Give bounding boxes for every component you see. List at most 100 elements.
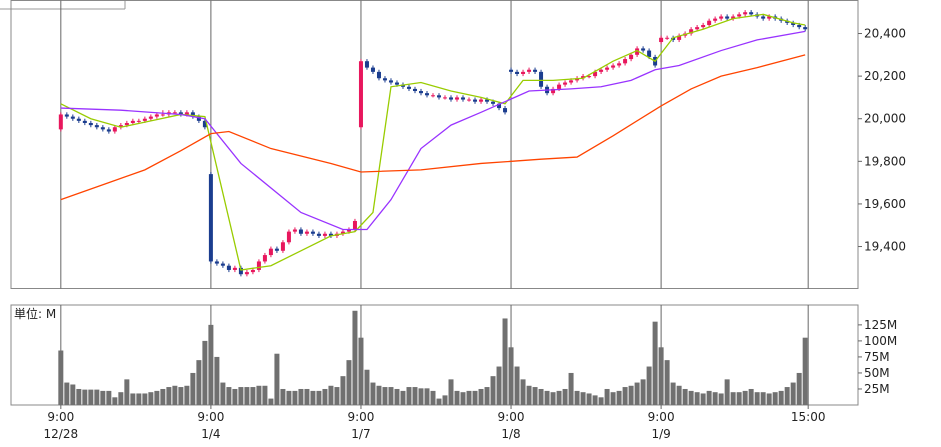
volume-bar xyxy=(610,392,616,405)
volume-bar xyxy=(58,350,64,405)
price-frame xyxy=(10,0,859,289)
candle-body xyxy=(196,116,201,121)
volume-bar xyxy=(400,390,406,405)
volume-bar xyxy=(226,387,232,405)
candle-body xyxy=(406,86,411,89)
candle-body xyxy=(791,22,796,25)
candle-body xyxy=(352,220,357,230)
volume-bar xyxy=(316,390,322,405)
volume-bar xyxy=(502,318,508,405)
volume-bar xyxy=(346,360,352,405)
unit-label: 単位: M xyxy=(14,306,56,321)
volume-bar xyxy=(370,382,376,405)
volume-bar xyxy=(580,392,586,405)
y-tick-label: 20,000 xyxy=(864,112,906,126)
candle-body xyxy=(82,120,87,123)
candle-body xyxy=(731,16,736,19)
candle-body xyxy=(106,129,111,132)
volume-bar xyxy=(472,390,478,405)
candle-body xyxy=(497,103,502,109)
volume-bar xyxy=(682,388,688,405)
candle-body xyxy=(382,78,387,81)
volume-bar xyxy=(754,392,760,405)
candle-body xyxy=(665,37,670,39)
volume-bar xyxy=(262,385,268,405)
volume-bar xyxy=(172,385,178,405)
volume-bar xyxy=(646,366,652,405)
candle-body xyxy=(443,97,448,99)
candle-body xyxy=(527,69,532,72)
candle-body xyxy=(437,95,442,98)
volume-bar xyxy=(286,390,292,405)
volume-bar xyxy=(568,372,574,405)
volume-bar xyxy=(352,310,358,405)
candle-body xyxy=(376,71,381,79)
volume-bar xyxy=(748,388,754,405)
candle-body xyxy=(467,99,472,101)
volume-bar xyxy=(778,390,784,405)
volume-bar xyxy=(652,321,658,405)
candle-body xyxy=(130,120,135,123)
volume-bar xyxy=(604,388,610,405)
candle-body xyxy=(370,67,375,72)
y-tick-label: 75M xyxy=(864,350,890,364)
volume-bar xyxy=(394,388,400,405)
volume-bar xyxy=(628,385,634,405)
candle-body xyxy=(677,35,682,40)
volume-bar xyxy=(310,390,316,405)
candle-body xyxy=(58,114,63,130)
candle-body xyxy=(412,88,417,92)
candle-body xyxy=(539,71,544,87)
candle-body xyxy=(449,97,454,100)
volume-bar xyxy=(334,387,340,405)
volume-bar xyxy=(550,392,556,405)
volume-bar xyxy=(256,385,262,405)
volume-bar xyxy=(280,388,286,405)
y-tick-label: 19,400 xyxy=(864,240,906,254)
candle-body xyxy=(292,229,297,232)
candle-body xyxy=(689,29,694,34)
candle-body xyxy=(629,54,634,60)
candle-body xyxy=(461,97,466,100)
candle-body xyxy=(268,248,273,256)
x-date-label: 12/28 xyxy=(44,427,79,441)
candle-body xyxy=(316,233,321,236)
candle-body xyxy=(569,80,574,83)
x-tick-label: 15:00 xyxy=(791,410,826,424)
volume-bar xyxy=(292,390,298,405)
candle-body xyxy=(160,114,165,116)
volume-bar xyxy=(118,392,124,405)
volume-bar xyxy=(106,390,112,405)
volume-bar xyxy=(190,372,196,405)
volume-bar xyxy=(622,387,628,405)
candle-body xyxy=(214,261,219,264)
candle-body xyxy=(232,267,237,270)
candle-body xyxy=(563,82,568,85)
candle-body xyxy=(503,108,508,113)
volume-bar xyxy=(490,376,496,405)
candle-body xyxy=(184,112,189,115)
volume-bar xyxy=(124,379,130,405)
candle-body xyxy=(587,76,592,78)
volume-bar xyxy=(712,392,718,405)
y-tick-label: 20,200 xyxy=(864,69,906,83)
candle-body xyxy=(328,233,333,236)
volume-bar xyxy=(160,388,166,405)
candle-body xyxy=(310,231,315,234)
volume-bar xyxy=(598,397,604,405)
volume-bar xyxy=(448,379,454,405)
volume-bar xyxy=(136,393,142,405)
candle-body xyxy=(761,16,766,19)
volume-bar xyxy=(544,390,550,405)
candle-body xyxy=(286,231,291,243)
candle-body xyxy=(250,269,255,273)
volume-bar xyxy=(208,324,214,405)
volume-bar xyxy=(562,388,568,405)
x-date-label: 1/8 xyxy=(501,427,520,441)
volume-bar xyxy=(658,347,664,405)
volume-bar xyxy=(364,369,370,405)
y-tick-label: 25M xyxy=(864,382,890,396)
volume-bar xyxy=(196,360,202,405)
candle-body xyxy=(136,120,141,122)
volume-bar xyxy=(178,387,184,405)
